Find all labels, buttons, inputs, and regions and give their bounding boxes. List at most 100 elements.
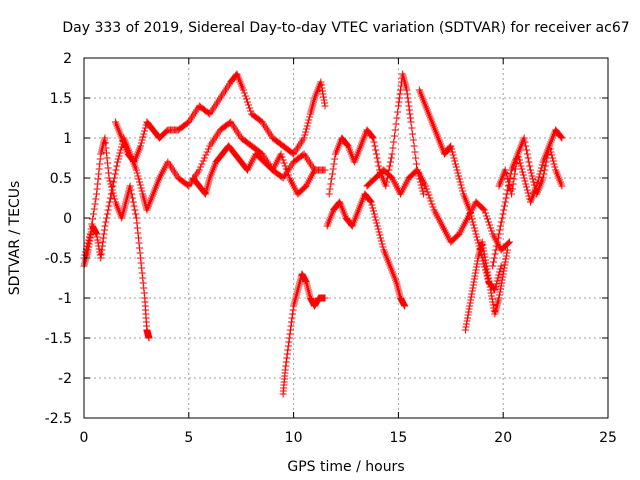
data-point [500, 267, 508, 275]
data-point [199, 157, 207, 165]
data-point [499, 210, 507, 218]
data-point [377, 237, 385, 245]
data-point [498, 214, 506, 222]
chart-title: Day 333 of 2019, Sidereal Day-to-day VTE… [62, 20, 629, 36]
data-point [85, 243, 93, 251]
data-point [328, 170, 336, 178]
data-point [501, 258, 509, 266]
data-point [138, 187, 146, 195]
data-point [282, 362, 290, 370]
data-point [499, 270, 507, 278]
y-tick-label: 0.5 [50, 171, 72, 187]
data-point [98, 242, 106, 250]
data-point [242, 95, 250, 103]
data-point [495, 230, 503, 238]
data-point [482, 259, 490, 267]
data-point [391, 126, 399, 134]
data-point [371, 213, 379, 221]
data-point [469, 284, 477, 292]
data-point [136, 244, 144, 252]
data-point [131, 206, 139, 214]
data-point [517, 162, 525, 170]
data-point [129, 198, 137, 206]
data-point [472, 263, 480, 271]
y-tick-label: -2.5 [45, 411, 72, 427]
data-point [492, 280, 500, 288]
data-point [318, 84, 326, 92]
data-point [465, 308, 473, 316]
data-point [114, 155, 122, 163]
data-point [112, 166, 120, 174]
data-point [98, 246, 106, 254]
data-point [343, 141, 351, 149]
data-point [505, 181, 513, 189]
data-point [102, 144, 110, 152]
data-point [326, 185, 334, 193]
data-point [524, 154, 532, 162]
data-point [530, 181, 538, 189]
data-point [494, 234, 502, 242]
data-point [481, 209, 489, 217]
data-point [86, 234, 94, 242]
data-point [406, 114, 414, 122]
data-point [522, 180, 530, 188]
data-point [498, 276, 506, 284]
data-point [522, 142, 530, 150]
data-point [480, 206, 488, 214]
data-point [497, 285, 505, 293]
data-point [406, 110, 414, 118]
data-point [284, 346, 292, 354]
data-point [407, 118, 415, 126]
data-point [281, 366, 289, 374]
data-point [412, 154, 420, 162]
data-point [110, 174, 118, 182]
data-point [471, 269, 479, 277]
data-point [304, 119, 312, 127]
data-point [140, 130, 148, 138]
data-point [511, 170, 519, 178]
data-point [104, 164, 112, 172]
data-point [287, 322, 295, 330]
data-point [404, 98, 412, 106]
data-point [502, 252, 510, 260]
data-point [425, 191, 433, 199]
data-point [389, 144, 397, 152]
data-point [488, 292, 496, 300]
data-point [538, 161, 546, 169]
data-point [246, 104, 254, 112]
data-point [412, 160, 420, 168]
data-point [285, 338, 293, 346]
x-tick-label: 10 [285, 430, 303, 446]
series-track-9 [415, 86, 505, 294]
data-point [466, 206, 474, 214]
data-point [520, 134, 528, 142]
data-point [86, 237, 94, 245]
data-point [395, 94, 403, 102]
data-point [488, 227, 496, 235]
data-point [239, 86, 247, 94]
data-point [466, 299, 474, 307]
data-point [501, 261, 509, 269]
data-point [87, 231, 95, 239]
data-point [139, 274, 147, 282]
data-point [496, 268, 504, 276]
data-point [95, 165, 103, 173]
data-point [521, 138, 529, 146]
data-point [503, 249, 511, 257]
data-point [478, 238, 486, 246]
data-point [410, 142, 418, 150]
data-point [472, 266, 480, 274]
y-tick-label: 2 [63, 51, 72, 67]
data-point [374, 158, 382, 166]
data-point [141, 124, 149, 132]
data-point [137, 259, 145, 267]
data-point [519, 168, 527, 176]
data-point [94, 180, 102, 188]
data-point [103, 154, 111, 162]
data-point [132, 166, 140, 174]
data-point [240, 89, 248, 97]
data-point [490, 258, 498, 266]
data-point [302, 128, 310, 136]
data-point [329, 165, 337, 173]
data-point [97, 250, 105, 258]
